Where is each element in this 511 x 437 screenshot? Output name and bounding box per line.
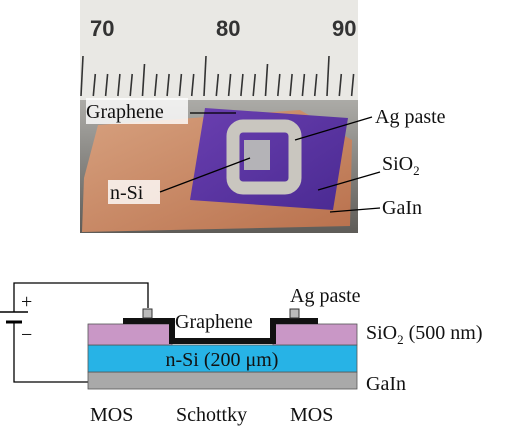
graphene-label: Graphene xyxy=(86,101,164,123)
ruler-tick xyxy=(166,73,170,97)
region-label: MOS xyxy=(90,404,133,426)
ruler-tick xyxy=(227,73,232,97)
ruler-tick xyxy=(313,73,318,97)
leader-line xyxy=(294,116,373,141)
ruler-tick xyxy=(240,73,244,97)
sio2-subscript: 2 xyxy=(413,163,420,178)
sio2-label: SiO2 (500 nm) xyxy=(366,322,483,347)
device-diagram: + − Graphene Ag paste SiO2 (500 nm) n-Si… xyxy=(0,282,483,426)
ruler-tick xyxy=(141,63,146,97)
ag-contact xyxy=(289,308,300,319)
leader-line xyxy=(159,157,251,193)
battery-plus: + xyxy=(21,291,32,313)
ag-paste-ring xyxy=(226,119,302,195)
ruler-tick xyxy=(338,73,343,97)
ruler-label: 70 xyxy=(90,16,114,41)
gain-label: GaIn xyxy=(366,373,406,395)
ruler-label: 80 xyxy=(216,16,240,41)
ag-paste-label: Ag paste xyxy=(375,106,446,128)
ag-paste-label: Ag paste xyxy=(290,285,361,307)
ruler-tick xyxy=(92,73,97,97)
region-label: Schottky xyxy=(176,404,247,426)
ruler-tick xyxy=(277,73,281,97)
battery-minus: − xyxy=(21,324,32,346)
ruler-tick xyxy=(129,73,133,97)
ruler-tick xyxy=(104,73,109,97)
sio2-text: SiO xyxy=(382,153,413,175)
wire xyxy=(13,282,149,312)
sio2-text: SiO xyxy=(366,322,397,344)
sio2-layer xyxy=(272,323,358,346)
graphene-layer xyxy=(123,318,318,344)
region-label: MOS xyxy=(290,404,333,426)
graphene-label: Graphene xyxy=(175,311,253,333)
label-bg xyxy=(108,180,160,204)
sio2-label: SiO2 xyxy=(382,153,420,178)
ruler-label: 90 xyxy=(332,16,356,41)
ruler xyxy=(80,0,358,100)
leader-line xyxy=(329,207,381,213)
sio2-layer xyxy=(87,323,173,346)
ag-contact xyxy=(142,308,153,319)
wire xyxy=(13,330,88,383)
leader-line xyxy=(317,171,381,191)
ruler-tick xyxy=(215,73,220,97)
ruler-tick xyxy=(326,55,330,97)
ruler-tick xyxy=(252,73,256,97)
label-bg xyxy=(86,98,188,124)
ruler-tick xyxy=(178,73,183,97)
sio2-subscript: 2 xyxy=(397,332,404,347)
ruler-tick xyxy=(80,55,84,97)
sio2-thickness: (500 nm) xyxy=(404,322,483,344)
ruler-tick xyxy=(203,55,207,97)
n-si-label: n-Si xyxy=(110,182,144,204)
n-si-layer xyxy=(87,344,358,373)
ruler-tick xyxy=(190,73,195,97)
ruler-tick xyxy=(289,73,293,97)
n-si-window xyxy=(244,140,270,170)
ruler-tick xyxy=(154,73,158,97)
ruler-tick xyxy=(301,73,306,97)
gain-layer xyxy=(87,371,358,390)
ruler-tick xyxy=(117,73,121,97)
n-si-label: n-Si (200 μm) xyxy=(166,349,279,371)
ruler-tick xyxy=(350,73,355,97)
gain-label: GaIn xyxy=(382,197,422,219)
ruler-tick xyxy=(264,63,269,97)
photo: 70 80 90 Graphene n-Si Ag paste SiO2 GaI… xyxy=(80,0,446,233)
ruler-ticks xyxy=(80,55,355,97)
